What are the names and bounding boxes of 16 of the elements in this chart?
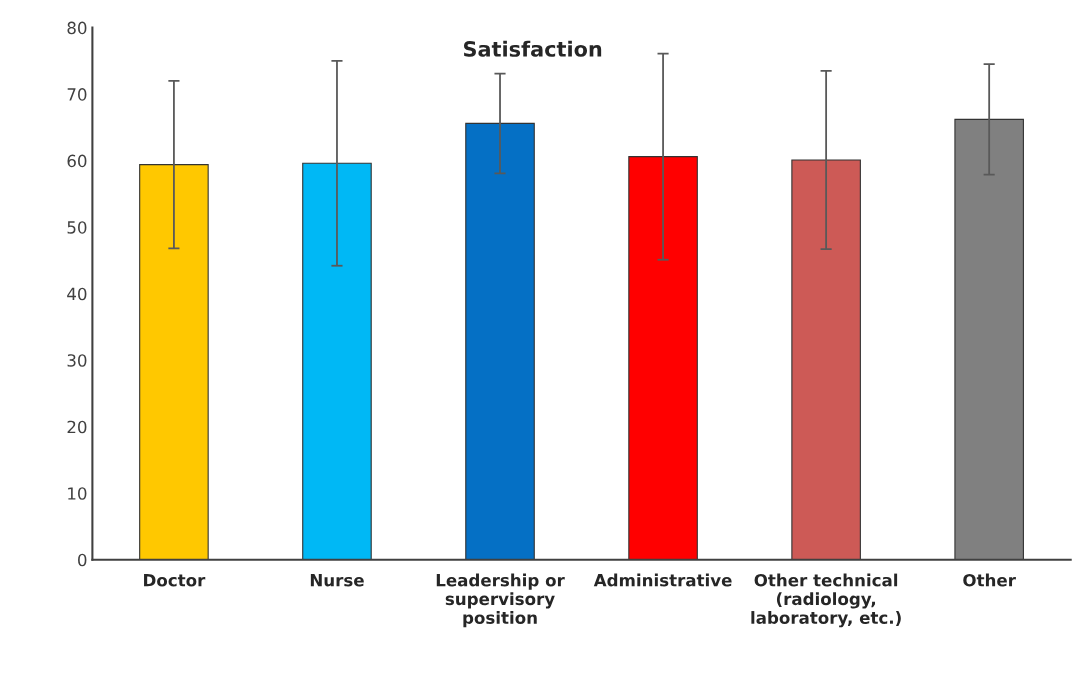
y-tick-label: 50: [67, 221, 87, 234]
x-tick-label: Other: [963, 573, 1016, 587]
y-tick-label: 10: [68, 487, 87, 500]
y-tick-label: 60: [67, 154, 87, 168]
x-tick-label: Leadership or supervisory position: [436, 573, 565, 628]
x-tick-label: Nurse: [310, 574, 364, 587]
y-tick-label: 40: [67, 287, 87, 301]
x-tick-label: Doctor: [144, 574, 206, 587]
y-tick-label: 20: [67, 420, 87, 434]
y-tick-label: 80: [67, 21, 87, 35]
text: Satisfaction: [463, 40, 602, 57]
y-tick-label: 70: [67, 88, 87, 101]
y-tick-label: 30: [67, 354, 87, 367]
x-tick-label: Other technical (radiology, laboratory, etc.): [751, 573, 901, 628]
x-tick-label: Administrative: [593, 573, 732, 587]
y-tick-label: 0: [78, 553, 87, 567]
